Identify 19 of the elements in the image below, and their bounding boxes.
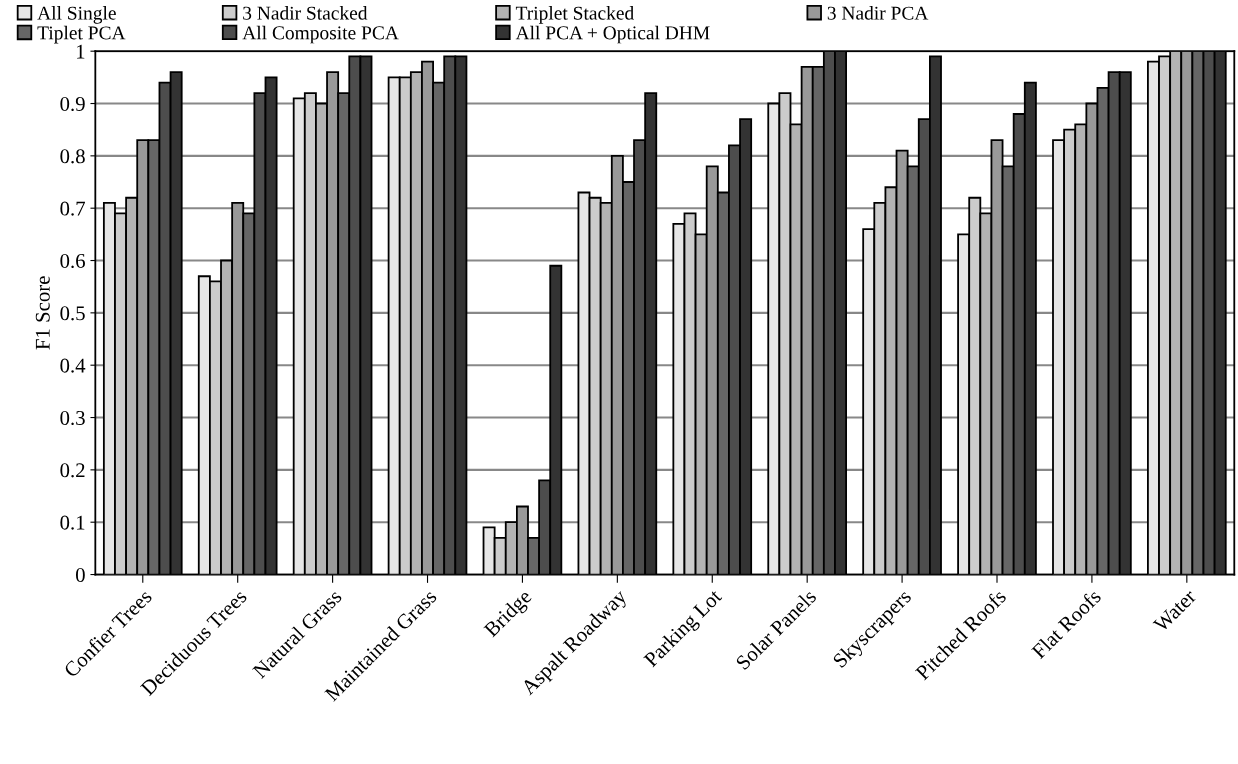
legend-label: All Single bbox=[37, 6, 116, 24]
y-tick-label: 0.2 bbox=[60, 463, 85, 478]
y-tick-label: 0.3 bbox=[60, 410, 85, 426]
y-tick-label: 0.5 bbox=[60, 306, 85, 321]
y-tick-label: 0.4 bbox=[60, 358, 86, 373]
legend-label: Tiplet PCA bbox=[37, 25, 126, 44]
y-tick-label: 0.1 bbox=[60, 515, 85, 530]
y-tick-label: 0.8 bbox=[60, 149, 85, 164]
legend-label: All Composite PCA bbox=[242, 25, 399, 44]
y-axis-title: F1 Score bbox=[35, 276, 50, 350]
legend-label: All PCA + Optical DHM bbox=[515, 25, 710, 44]
legend-label: 3 Nadir PCA bbox=[827, 6, 929, 20]
y-tick-label: 0.7 bbox=[60, 201, 85, 216]
y-tick-label: 0 bbox=[75, 567, 85, 582]
legend-label: 3 Nadir Stacked bbox=[243, 6, 368, 20]
y-tick-label: 0.9 bbox=[60, 96, 85, 112]
y-tick-label: 0.6 bbox=[60, 253, 85, 269]
legend-label: Triplet Stacked bbox=[515, 6, 634, 24]
y-tick-label: 1 bbox=[77, 44, 85, 59]
